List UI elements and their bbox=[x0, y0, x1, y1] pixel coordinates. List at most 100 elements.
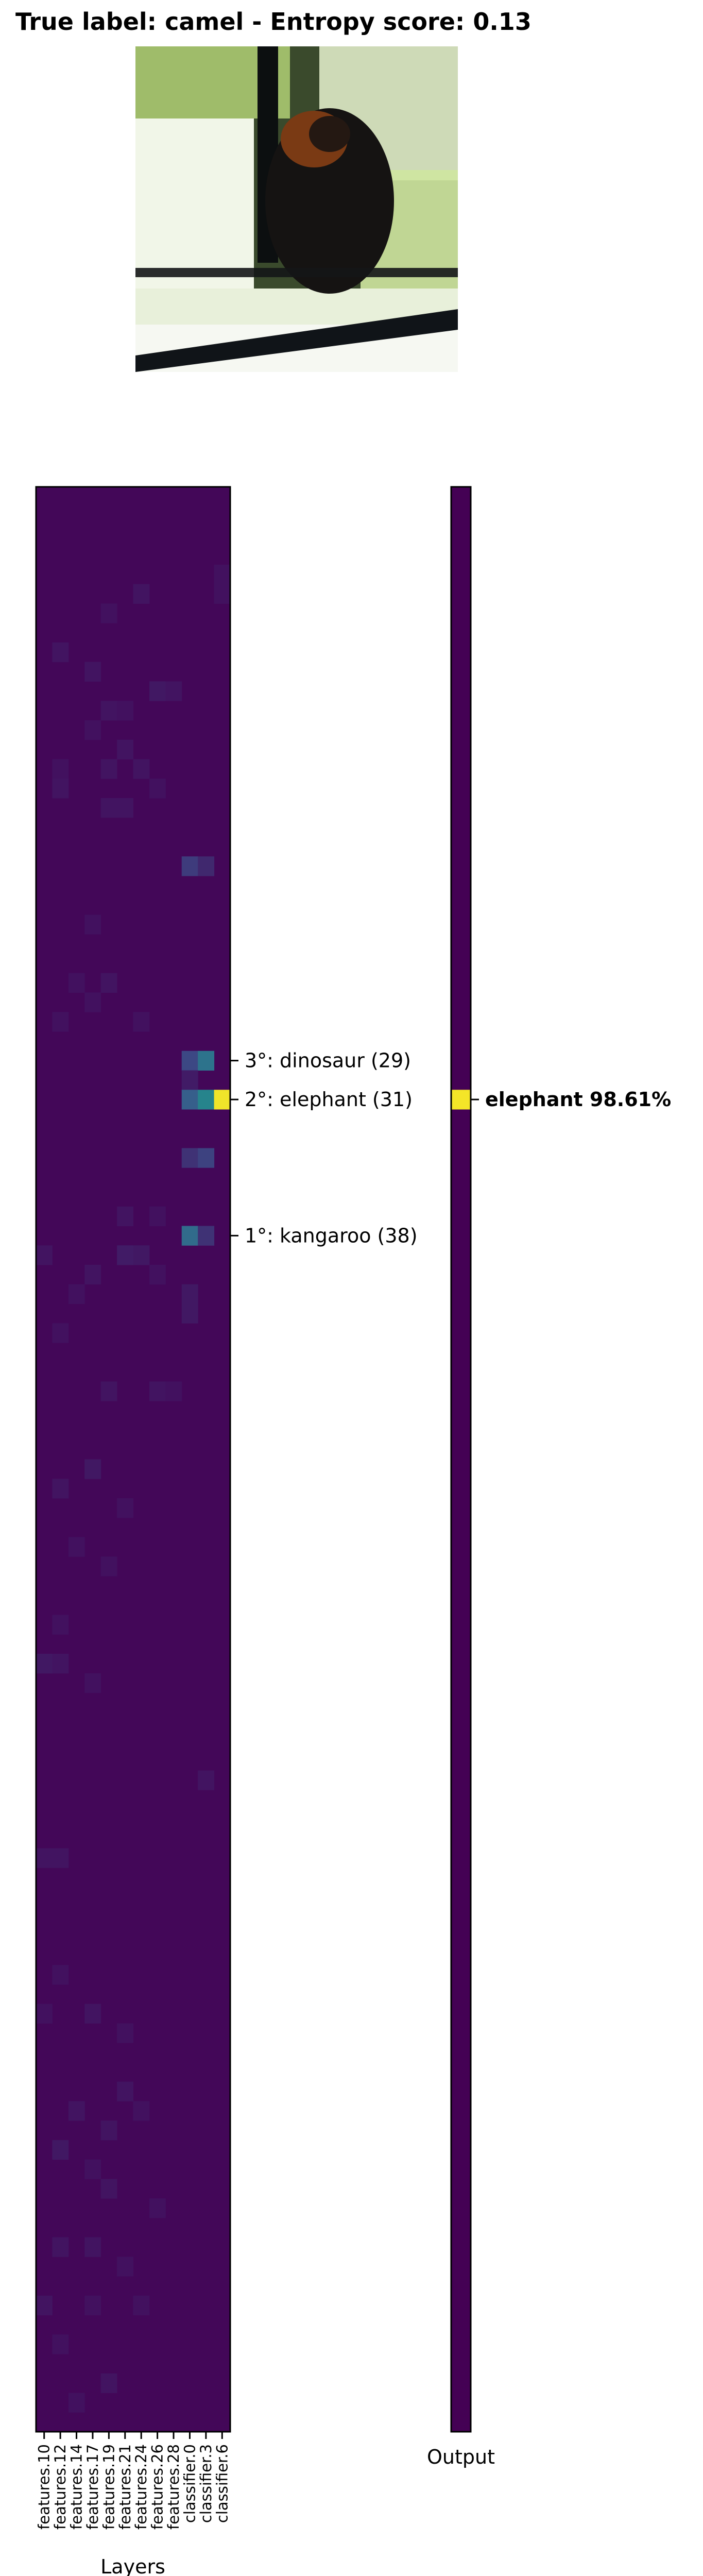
input-image-thumbnail bbox=[135, 46, 458, 372]
heatmap-cell bbox=[181, 856, 198, 876]
heatmap-cell bbox=[100, 973, 117, 993]
heatmap-cell bbox=[100, 603, 117, 623]
rank-annotations: 3°: dinosaur (29) 2°: elephant (31) 1°: ka… bbox=[230, 1049, 418, 1247]
output-label: Output bbox=[427, 2446, 495, 2468]
heatmap-cell bbox=[165, 681, 182, 701]
heatmap-cell bbox=[133, 2295, 150, 2315]
heatmap-cell bbox=[84, 1459, 101, 1479]
heatmap-cell bbox=[149, 2198, 166, 2218]
heatmap-cell bbox=[117, 739, 133, 759]
heatmap-cell bbox=[52, 759, 69, 779]
x-axis-label: Layers bbox=[100, 2555, 165, 2576]
heatmap-cell bbox=[52, 1965, 69, 1985]
heatmap-cell bbox=[36, 1654, 53, 1674]
x-tick-label: classifier.0 bbox=[181, 2444, 198, 2523]
output-frame bbox=[450, 486, 472, 2433]
heatmap-cell bbox=[84, 720, 101, 740]
heatmap-cell bbox=[181, 1070, 198, 1090]
heatmap-cell bbox=[100, 2373, 117, 2393]
heatmap-cell bbox=[181, 1050, 198, 1071]
heatmap-cell bbox=[68, 2101, 85, 2121]
heatmap-cell bbox=[181, 1303, 198, 1324]
heatmap-cell bbox=[214, 584, 231, 604]
heatmap-cell bbox=[84, 2295, 101, 2315]
heatmap-cell bbox=[68, 1284, 85, 1304]
heatmap-cell bbox=[36, 1848, 53, 1868]
heatmap-cell bbox=[133, 1012, 150, 1032]
heatmap-cell bbox=[100, 2121, 117, 2141]
heatmap-cell bbox=[181, 1090, 198, 1110]
x-axis-ticks: features.10features.12features.14feature… bbox=[36, 2432, 231, 2530]
heatmap-cell bbox=[117, 1206, 133, 1226]
heatmap-cell bbox=[100, 2179, 117, 2199]
heatmap-cell bbox=[214, 565, 231, 585]
x-tick-label: features.26 bbox=[149, 2444, 166, 2530]
x-tick-label: features.21 bbox=[116, 2444, 134, 2530]
heatmap-cell bbox=[133, 759, 150, 779]
rank-label: 3°: dinosaur (29) bbox=[245, 1049, 411, 1072]
heatmap-cell bbox=[84, 662, 101, 682]
heatmap-cell bbox=[198, 1148, 215, 1168]
heatmap-cell bbox=[149, 681, 166, 701]
heatmap-cell bbox=[117, 1245, 133, 1265]
heatmap-cell bbox=[52, 2334, 69, 2354]
heatmap-cell bbox=[165, 1381, 182, 1401]
x-tick-label: features.24 bbox=[132, 2444, 150, 2530]
heatmap-cell bbox=[84, 1673, 101, 1693]
rank-label: 2°: elephant (31) bbox=[245, 1088, 413, 1111]
heatmap-cell bbox=[117, 2081, 133, 2102]
heatmap-cell bbox=[36, 1245, 53, 1265]
heatmap-cell bbox=[84, 1265, 101, 1285]
heatmap-cell bbox=[117, 2023, 133, 2043]
activation-heatmap bbox=[36, 487, 231, 2432]
heatmap-cell bbox=[52, 642, 69, 663]
heatmap-cell bbox=[133, 584, 150, 604]
heatmap-cell bbox=[52, 778, 69, 799]
heatmap-cell bbox=[68, 1537, 85, 1557]
heatmap-cell bbox=[117, 798, 133, 818]
x-tick-label: features.28 bbox=[165, 2444, 182, 2530]
heatmap-cell bbox=[133, 1245, 150, 1265]
heatmap-cell bbox=[52, 1654, 69, 1674]
x-tick-label: features.17 bbox=[84, 2444, 101, 2530]
x-tick-label: classifier.6 bbox=[213, 2444, 231, 2523]
output-column bbox=[451, 487, 471, 2432]
heatmap-cell bbox=[181, 1148, 198, 1168]
heatmap-cell bbox=[52, 1323, 69, 1343]
heatmap-cell bbox=[100, 759, 117, 779]
heatmap-cell bbox=[100, 1556, 117, 1577]
heatmap-cell bbox=[68, 973, 85, 993]
heatmap-cell bbox=[198, 1090, 215, 1110]
heatmap-cell bbox=[181, 1226, 198, 1246]
heatmap-cell bbox=[84, 2237, 101, 2257]
heatmap-cell bbox=[198, 1050, 215, 1071]
heatmap-cell bbox=[68, 2393, 85, 2413]
heatmap-cell bbox=[84, 914, 101, 935]
x-tick-label: features.19 bbox=[100, 2444, 117, 2530]
heatmap-cell bbox=[149, 1381, 166, 1401]
heatmap-cell bbox=[52, 2140, 69, 2160]
heatmap-cell bbox=[117, 701, 133, 721]
heatmap-cell bbox=[198, 856, 215, 876]
prediction-label: elephant 98.61% bbox=[485, 1088, 671, 1111]
heatmap-cell bbox=[52, 1012, 69, 1032]
rank-label: 1°: kangaroo (38) bbox=[245, 1224, 418, 1247]
heatmap-cell bbox=[36, 2295, 53, 2315]
heatmap-cell bbox=[36, 2004, 53, 2024]
heatmap-cell bbox=[149, 778, 166, 799]
heatmap-cell bbox=[52, 2237, 69, 2257]
x-tick-label: features.12 bbox=[52, 2444, 69, 2530]
output-cell-predicted bbox=[451, 1090, 471, 1110]
heatmap-cell bbox=[84, 2004, 101, 2024]
heatmap-cell bbox=[100, 701, 117, 721]
heatmap-cell bbox=[52, 1479, 69, 1499]
heatmap-cell bbox=[198, 1226, 215, 1246]
heatmap-cell bbox=[133, 2101, 150, 2121]
prediction-annotation: elephant 98.61% bbox=[471, 1088, 671, 1111]
heatmap-cell bbox=[181, 1284, 198, 1304]
chart-title: True label: camel - Entropy score: 0.13 bbox=[15, 8, 531, 36]
x-tick-label: classifier.3 bbox=[197, 2444, 215, 2523]
heatmap-cell bbox=[52, 1848, 69, 1868]
heatmap-cell bbox=[149, 1206, 166, 1226]
